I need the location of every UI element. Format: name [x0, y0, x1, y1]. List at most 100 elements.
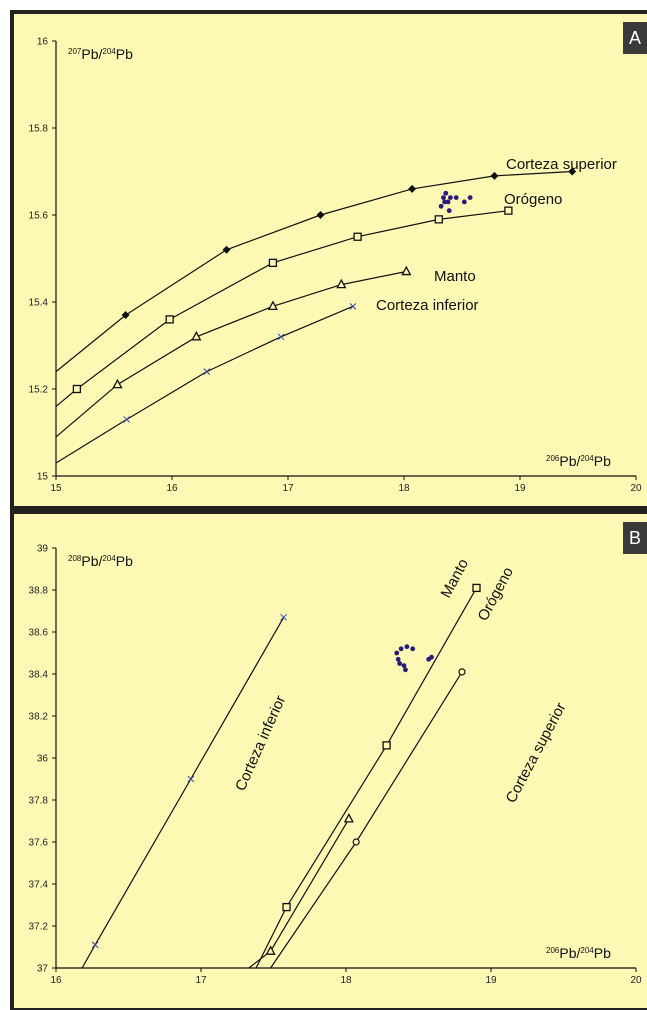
sample-point: [453, 195, 459, 201]
x-tick-label: 17: [282, 483, 294, 494]
series-manto: [55, 265, 412, 438]
data-point: [353, 232, 362, 241]
series-line: [55, 270, 407, 438]
y-tick-label: 15: [37, 472, 49, 483]
data-point: [316, 211, 325, 219]
data-point: [268, 258, 278, 268]
series-orogeno: [255, 583, 481, 969]
data-point: [191, 330, 202, 341]
series-label-manto: Manto: [438, 556, 473, 601]
x-tick-label: 15: [50, 483, 62, 494]
x-tick-label: 16: [50, 975, 62, 986]
y-tick-label: 37.8: [29, 796, 49, 807]
data-point: [382, 741, 391, 750]
x-tick-label: 16: [166, 483, 178, 494]
series-line: [81, 617, 285, 969]
data-point: [504, 206, 513, 215]
y-tick-label: 15.4: [29, 298, 49, 309]
series-label-orogeno: Orógeno: [504, 191, 562, 208]
y-tick-label: 15.8: [29, 124, 49, 135]
y-tick-label: 15.6: [29, 211, 49, 222]
series-line: [55, 170, 573, 373]
x-tick-label: 20: [630, 975, 642, 986]
data-point: [352, 838, 360, 846]
y-axis-title: 207Pb/204Pb: [68, 46, 133, 62]
data-point: [343, 813, 354, 823]
sample-point: [442, 199, 447, 205]
sample-point: [461, 199, 467, 205]
y-tick-label: 37: [37, 964, 49, 975]
series-label-manto: Manto: [434, 268, 476, 285]
y-tick-label: 36: [37, 754, 49, 765]
sample-points: [438, 190, 473, 214]
sample-point: [448, 195, 453, 201]
data-point: [401, 265, 412, 276]
series-manto: [248, 813, 354, 969]
data-point: [277, 333, 285, 341]
data-point: [349, 302, 357, 310]
series-line: [55, 305, 354, 464]
x-axis-title: 206Pb/204Pb: [546, 453, 611, 469]
data-point: [568, 167, 577, 176]
series-corteza-superior: [270, 668, 466, 969]
sample-point: [438, 203, 444, 209]
y-tick-label: 38.2: [29, 712, 49, 723]
data-point: [91, 941, 99, 949]
figure-frame: 15 15.2 15.4 15.6 15.8 16 15 16 17 18 19 20 207Pb/20…: [10, 10, 647, 1010]
data-point: [203, 368, 211, 375]
series-corteza-inferior: [55, 302, 357, 464]
sample-points: [394, 644, 434, 673]
sample-point: [398, 646, 404, 652]
y-tick-label: 15.2: [29, 385, 49, 396]
sample-point: [403, 667, 408, 673]
series-line: [255, 587, 478, 969]
sample-point: [443, 190, 449, 196]
series-label-corteza-inferior: Corteza inferior: [232, 693, 289, 794]
sample-point: [446, 208, 452, 214]
x-axis-title: 206Pb/204Pb: [546, 945, 611, 961]
y-tick-label: 37.6: [29, 838, 49, 849]
data-point: [123, 416, 131, 423]
data-point: [72, 384, 82, 394]
data-point: [282, 902, 291, 912]
x-tick-label: 19: [514, 483, 526, 494]
series-label-corteza-superior: Corteza superior: [506, 156, 617, 173]
x-tick-label: 20: [630, 483, 642, 494]
data-point: [458, 668, 466, 676]
panel-label-b: B: [623, 522, 647, 554]
series-corteza-inferior: [81, 613, 288, 969]
x-tick-label: 19: [485, 975, 497, 986]
sample-point: [397, 661, 403, 666]
panel-label-a: A: [623, 22, 647, 54]
chart-panel-b: 37 37.2 37.4 37.6 37.8 36 38.2 38.4 38.6 38.8 39 16…: [14, 514, 647, 1008]
data-point: [336, 278, 347, 289]
y-tick-label: 38.8: [29, 586, 49, 597]
sample-point: [410, 646, 416, 652]
series-label-corteza-superior: Corteza superior: [503, 700, 570, 806]
series-label-orogeno: Orógeno: [475, 564, 517, 624]
y-tick-label: 38.4: [29, 670, 49, 681]
y-tick-label: 37.2: [29, 922, 49, 933]
x-tick-label: 18: [340, 975, 352, 986]
series-label-corteza-inferior: Corteza inferior: [376, 297, 479, 314]
data-point: [472, 583, 481, 593]
data-point: [408, 184, 417, 193]
sample-point: [467, 195, 473, 201]
y-tick-label: 39: [37, 544, 49, 555]
data-point: [165, 315, 174, 324]
x-tick-label: 17: [195, 975, 207, 986]
data-point: [434, 215, 443, 224]
y-tick-label: 16: [37, 37, 49, 48]
sample-point: [401, 663, 407, 668]
data-point: [267, 300, 279, 311]
data-point: [187, 775, 195, 783]
y-axis-title: 208Pb/204Pb: [68, 553, 133, 569]
data-point: [265, 945, 276, 955]
sample-point: [395, 656, 401, 662]
y-tick-label: 37.4: [29, 880, 49, 891]
data-point: [112, 378, 123, 389]
data-point: [222, 245, 231, 254]
series-corteza-superior: [55, 167, 577, 373]
sample-point: [429, 654, 434, 660]
chart-a-svg: 15 15.2 15.4 15.6 15.8 16 15 16 17 18 19 20 207Pb/20…: [29, 37, 642, 495]
